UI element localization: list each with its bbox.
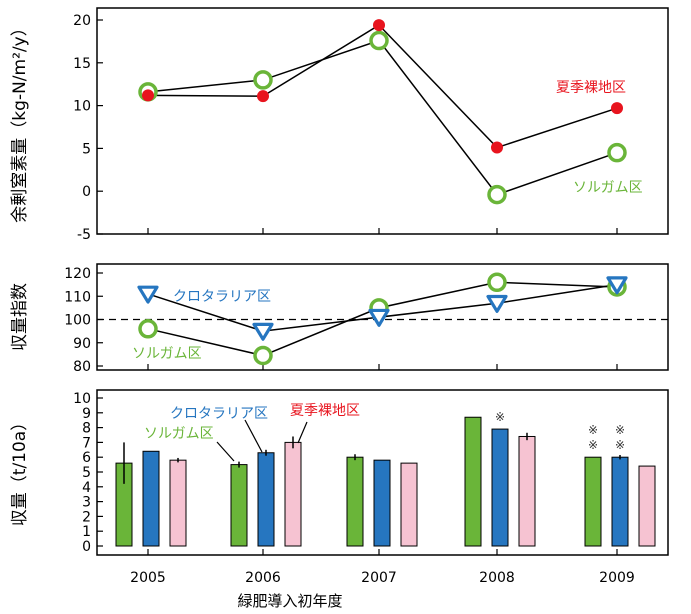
point-fallow <box>373 19 385 32</box>
bar-label-pointer <box>244 419 263 453</box>
y-tick-label: 90 <box>73 336 91 352</box>
point-sorghum <box>369 30 389 51</box>
x-tick-label: 2005 <box>130 570 166 586</box>
y-tick-label: 5 <box>82 465 91 481</box>
y-tick-label: 2 <box>82 509 91 525</box>
point-crotalaria <box>368 308 390 327</box>
y-tick-label: 7 <box>82 435 91 451</box>
series-label-sorghum: ソルガム区 <box>132 346 202 362</box>
bar-fallow-2008 <box>518 435 536 547</box>
point-sorghum <box>138 319 158 339</box>
series-label-crotalaria: クロタラリア区 <box>173 289 271 305</box>
y-tick-label: 15 <box>73 56 91 72</box>
x-tick-label: 2007 <box>361 570 397 586</box>
series-line-sorghum <box>147 39 618 196</box>
y-tick-label: 0 <box>82 184 91 200</box>
point-fallow <box>257 90 269 103</box>
y-tick-label: 20 <box>73 13 91 29</box>
y-axis-label: 収量指数 <box>10 283 30 351</box>
significance-mark: ※ <box>588 438 598 452</box>
significance-mark: ※ <box>615 423 625 437</box>
bar-fallow-2006 <box>284 441 302 547</box>
point-sorghum <box>253 70 273 90</box>
point-fallow <box>142 89 154 102</box>
bar-label-sorghum: ソルガム区 <box>144 426 214 442</box>
y-tick-label: 100 <box>64 313 91 329</box>
y-tick-label: 10 <box>73 391 91 407</box>
bar-fallow-2005 <box>169 459 187 547</box>
y-axis-label: 余剰窒素量（kg-N/m²/y） <box>10 19 30 222</box>
y-tick-label: 10 <box>73 99 91 115</box>
bar-sorghum-2007 <box>346 456 364 547</box>
bar-crotalaria-2009 <box>611 456 629 547</box>
y-tick-label: 6 <box>82 450 91 466</box>
bar-sorghum-2006 <box>230 464 248 547</box>
significance-mark: ※ <box>495 410 505 424</box>
y-tick-label: 110 <box>64 289 91 305</box>
point-crotalaria <box>137 285 159 304</box>
series-label-sorghum: ソルガム区 <box>573 180 643 196</box>
y-tick-label: 5 <box>82 141 91 157</box>
bar-crotalaria-2007 <box>373 459 391 547</box>
point-sorghum <box>253 345 273 366</box>
bar-crotalaria-2008 <box>491 428 509 547</box>
x-tick-label: 2006 <box>245 570 281 586</box>
point-sorghum <box>487 272 507 293</box>
y-tick-label: -5 <box>77 227 91 243</box>
point-sorghum <box>607 142 627 163</box>
x-axis-label: 緑肥導入初年度 <box>237 592 342 610</box>
point-crotalaria <box>606 276 628 295</box>
point-crotalaria <box>486 294 508 313</box>
point-sorghum <box>487 184 507 205</box>
x-axis: 2005 2006 2007 2008 2009 緑肥導入初年度 <box>130 570 635 610</box>
y-tick-label: 4 <box>82 480 91 496</box>
bar-label-pointer <box>297 421 308 444</box>
y-tick-label: 3 <box>82 495 91 511</box>
bar-label-fallow: 夏季裸地区 <box>290 403 360 419</box>
significance-mark: ※ <box>615 438 625 452</box>
significance-mark: ※ <box>588 423 598 437</box>
point-fallow <box>491 141 503 154</box>
y-tick-label: 80 <box>73 359 91 375</box>
bar-crotalaria-2006 <box>257 452 275 547</box>
point-crotalaria <box>252 322 274 341</box>
bar-label-crotalaria: クロタラリア区 <box>170 406 268 422</box>
y-tick-label: 8 <box>82 421 91 437</box>
bar-crotalaria-2005 <box>142 450 160 547</box>
bar-label-pointer <box>216 441 235 462</box>
y-tick-label: 1 <box>82 524 91 540</box>
x-tick-label: 2009 <box>599 570 635 586</box>
bar-sorghum-2008 <box>464 416 482 547</box>
y-tick-label: 0 <box>82 539 91 555</box>
y-tick-label: 120 <box>64 266 91 282</box>
x-tick-label: 2008 <box>479 570 515 586</box>
bar-fallow-2009 <box>638 465 656 547</box>
point-fallow <box>611 102 623 115</box>
bar-sorghum-2009 <box>584 456 602 547</box>
y-axis-label: 収量（t/10a） <box>10 414 30 526</box>
y-tick-label: 9 <box>82 406 91 422</box>
plot-frame <box>96 263 669 371</box>
plot-frame <box>96 7 669 235</box>
series-label-fallow: 夏季裸地区 <box>556 80 626 96</box>
bar-fallow-2007 <box>400 462 418 547</box>
